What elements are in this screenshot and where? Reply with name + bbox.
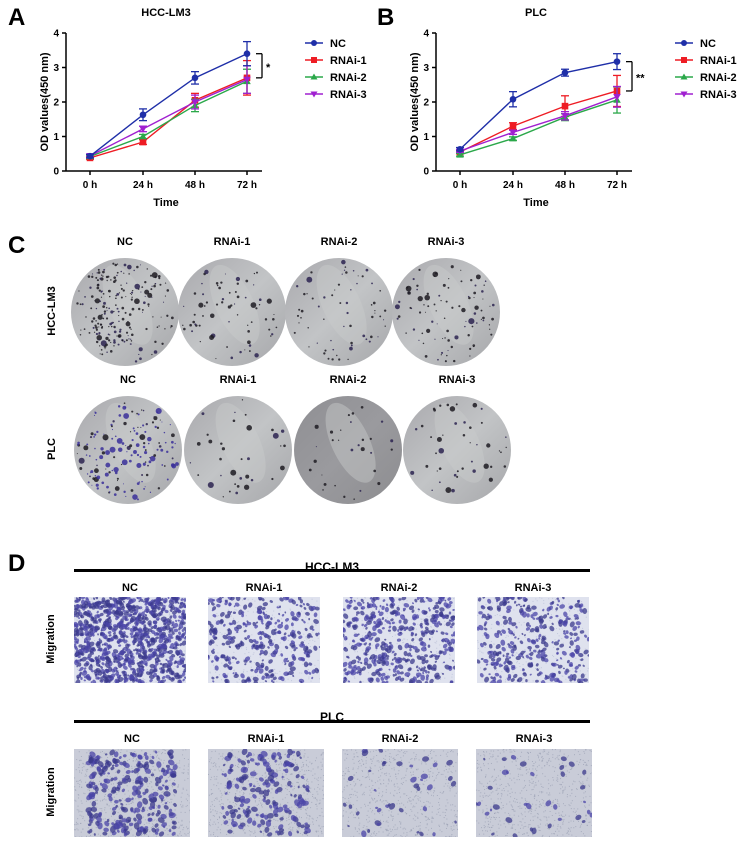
- legend-label: RNAi-2: [700, 72, 737, 84]
- chart-legend: NC RNAi-1 RNAi-2 RNAi-3: [675, 38, 737, 101]
- migration-micrograph: [74, 597, 186, 683]
- chart-title: PLC: [525, 7, 547, 19]
- line-chart-plc: PLC 0 1 2 3 4 0 h 24 h 48 h 72 h Time OD values(450…: [409, 7, 737, 209]
- x-tick-label: 24 h: [503, 180, 523, 191]
- panel-letter-d: D: [8, 550, 26, 577]
- column-label-rnai-3: RNAi-3: [515, 733, 553, 745]
- row-label-hcc-lm3: HCC-LM3: [46, 286, 58, 336]
- legend-label: RNAi-3: [700, 89, 737, 101]
- legend-label: RNAi-3: [330, 89, 367, 101]
- panel-letter-a: A: [8, 4, 26, 31]
- column-label-rnai-3: RNAi-3: [514, 582, 552, 594]
- column-label-rnai-1: RNAi-1: [213, 236, 251, 248]
- y-axis-label: OD values(450 nm): [409, 52, 421, 151]
- x-tick-label: 24 h: [133, 180, 153, 191]
- significance-marker: *: [266, 62, 271, 74]
- colony-plate: [294, 396, 402, 504]
- colony-plate: [392, 258, 500, 366]
- chart-legend: NC RNAi-1 RNAi-2 RNAi-3: [305, 38, 367, 101]
- x-tick-label: 72 h: [237, 180, 257, 191]
- row-label-migration: Migration: [45, 614, 57, 664]
- x-tick-label: 72 h: [607, 180, 627, 191]
- migration-micrograph: [208, 597, 320, 683]
- column-label-rnai-3: RNAi-3: [438, 374, 476, 386]
- column-label-rnai-3: RNAi-3: [427, 236, 465, 248]
- y-tick-label: 0: [53, 167, 59, 178]
- significance-bracket: *: [256, 53, 271, 79]
- legend-label: NC: [700, 38, 716, 50]
- significance-bracket: **: [626, 60, 645, 92]
- y-tick-label: 2: [423, 98, 429, 109]
- column-label-nc: NC: [124, 733, 140, 745]
- y-tick-label: 1: [423, 132, 429, 143]
- x-tick-label: 0 h: [83, 180, 97, 191]
- column-label-nc: NC: [117, 236, 133, 248]
- colony-plate: [74, 396, 182, 504]
- series-nc: [86, 40, 251, 160]
- y-axis-label: OD values(450 nm): [39, 52, 51, 151]
- x-axis-label: Time: [523, 197, 548, 209]
- y-tick-label: 0: [423, 167, 429, 178]
- y-tick-label: 3: [423, 63, 429, 74]
- migration-micrograph: [477, 597, 589, 683]
- column-label-rnai-2: RNAi-2: [381, 733, 419, 745]
- x-tick-label: 48 h: [185, 180, 205, 191]
- group-bracket-line: [74, 720, 590, 723]
- migration-micrograph: [343, 597, 455, 683]
- y-tick-label: 4: [423, 29, 429, 40]
- x-tick-label: 0 h: [453, 180, 467, 191]
- legend-label: RNAi-2: [330, 72, 367, 84]
- colony-plate: [184, 396, 292, 504]
- panel-letter-b: B: [377, 4, 395, 31]
- legend-label: NC: [330, 38, 346, 50]
- chart-title: HCC-LM3: [141, 7, 191, 19]
- y-tick-label: 2: [53, 98, 59, 109]
- group-bracket-line: [74, 569, 590, 572]
- x-axis-label: Time: [153, 197, 178, 209]
- legend-label: RNAi-1: [700, 55, 737, 67]
- panel-letter-c: C: [8, 232, 26, 259]
- series-rnai-3: [456, 85, 621, 155]
- column-label-rnai-2: RNAi-2: [320, 236, 358, 248]
- y-tick-label: 4: [53, 29, 59, 40]
- line-chart-hcc-lm3: HCC-LM3 0 1 2 3 4 0 h 24 h 48 h 72 h Time OD values…: [39, 7, 367, 209]
- column-label-rnai-1: RNAi-1: [247, 733, 285, 745]
- x-tick-label: 48 h: [555, 180, 575, 191]
- legend-label: RNAi-1: [330, 55, 367, 67]
- significance-marker: **: [636, 72, 645, 84]
- migration-micrograph: [208, 749, 324, 837]
- colony-plate: [285, 258, 393, 366]
- row-label-plc: PLC: [46, 438, 58, 460]
- column-label-rnai-1: RNAi-1: [219, 374, 257, 386]
- row-label-migration: Migration: [45, 767, 57, 817]
- column-label-rnai-2: RNAi-2: [380, 582, 418, 594]
- migration-micrograph: [342, 749, 458, 837]
- colony-plate: [403, 396, 511, 504]
- column-label-nc: NC: [122, 582, 138, 594]
- series-nc: [456, 53, 621, 153]
- series-rnai-3: [86, 65, 251, 160]
- colony-plate: [71, 258, 179, 366]
- migration-micrograph: [476, 749, 592, 837]
- colony-plate: [178, 258, 286, 366]
- series-rnai-1: [86, 59, 251, 162]
- y-tick-label: 1: [53, 132, 59, 143]
- column-label-nc: NC: [120, 374, 136, 386]
- migration-micrograph: [74, 749, 190, 837]
- column-label-rnai-2: RNAi-2: [329, 374, 367, 386]
- column-label-rnai-1: RNAi-1: [245, 582, 283, 594]
- y-tick-label: 3: [53, 63, 59, 74]
